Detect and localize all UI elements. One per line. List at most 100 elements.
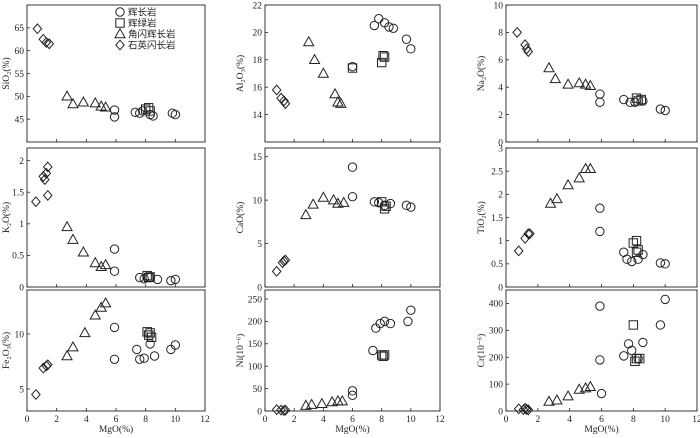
data-point-circle: [347, 191, 358, 202]
data-point-circle: [406, 44, 416, 54]
data-point-triangle: [573, 76, 586, 88]
data-point-circle: [379, 316, 390, 327]
x-tick-label: 6: [350, 415, 355, 425]
x-tick-label: 0: [504, 415, 509, 425]
data-point-circle: [401, 200, 412, 211]
data-point-circle: [401, 34, 412, 44]
y-tick-label: 10: [494, 1, 504, 11]
data-point-circle: [655, 258, 666, 268]
y-tick-label: 22: [253, 1, 263, 11]
x-tick-label: 12: [435, 415, 445, 425]
x-axis-label: MgO(%): [584, 424, 618, 435]
data-point-circle: [347, 162, 358, 172]
data-point-triangle: [334, 97, 347, 108]
y-tick-label: 16: [253, 84, 263, 94]
data-point-triangle: [308, 53, 321, 64]
x-tick-label: 12: [200, 415, 210, 425]
y-tick-label: 0: [498, 138, 503, 148]
data-point-circle: [109, 354, 120, 364]
data-point-triangle: [77, 96, 90, 107]
y-tick-label: 4: [498, 84, 503, 94]
y-tick-label: 0: [257, 407, 262, 417]
data-point-circle: [406, 305, 416, 315]
plot-frame: [505, 4, 698, 143]
data-point-circle: [109, 112, 120, 122]
data-point-circle: [660, 105, 670, 116]
legend-label: 石英闪长岩: [128, 40, 176, 52]
data-point-diamond: [521, 403, 532, 415]
data-point-circle: [660, 259, 670, 269]
data-point-triangle: [336, 394, 349, 406]
data-point-triangle: [584, 79, 597, 91]
data-point-diamond: [42, 189, 53, 201]
data-point-triangle: [317, 67, 330, 78]
data-point-circle: [619, 351, 629, 361]
y-tick-label: 1.5: [12, 189, 24, 199]
data-point-circle: [619, 94, 629, 105]
x-tick-label: 0: [263, 415, 268, 425]
data-point-diamond: [276, 92, 286, 104]
data-point-circle: [170, 340, 181, 350]
data-point-square: [630, 356, 640, 366]
data-point-diamond: [39, 174, 50, 186]
data-point-diamond: [521, 43, 532, 55]
legend-marker-circle: [115, 7, 125, 17]
data-point-circle: [135, 354, 145, 364]
data-point-square: [631, 247, 642, 257]
data-point-triangle: [562, 389, 574, 401]
data-point-square: [146, 332, 157, 343]
data-point-circle: [138, 106, 148, 116]
data-point-triangle: [99, 101, 112, 112]
data-point-diamond: [271, 265, 282, 277]
data-point-circle: [369, 197, 380, 207]
data-point-diamond: [31, 388, 41, 401]
x-axis-label: MgO(%): [335, 424, 369, 435]
y-tick-label: 5: [257, 240, 262, 250]
y-tick-label: 2: [19, 157, 24, 167]
data-point-circle: [595, 226, 605, 237]
x-tick-label: 8: [631, 415, 636, 425]
y-axis-label: Al₂O₃(%): [235, 55, 246, 92]
panel-4: 0 0.5 1 1.5 2 K₂O(%): [1, 147, 206, 293]
data-point-square: [636, 94, 646, 105]
y-tick-label: 1: [19, 220, 24, 230]
x-tick-label: 6: [599, 415, 604, 425]
y-tick-label: 14: [253, 111, 263, 121]
x-tick-label: 8: [143, 415, 148, 425]
data-point-circle: [170, 109, 181, 120]
y-tick-label: 65: [15, 24, 25, 34]
data-point-triangle: [317, 191, 330, 202]
data-point-circle: [170, 274, 181, 285]
panel-2: 14 16 18 20 22 Al₂O₃(%): [235, 1, 441, 143]
data-point-square: [347, 63, 358, 73]
data-point-triangle: [579, 381, 592, 393]
y-tick-label: 10: [15, 330, 25, 340]
data-point-triangle: [302, 35, 315, 47]
y-tick-label: 5: [19, 385, 24, 395]
y-tick-label: 100: [489, 380, 504, 390]
y-tick-label: 8: [498, 29, 503, 39]
data-point-circle: [596, 388, 607, 399]
data-point-square: [628, 320, 639, 330]
data-point-diamond: [44, 38, 55, 50]
data-point-triangle: [61, 90, 73, 101]
x-tick-label: 8: [379, 415, 384, 425]
data-point-triangle: [61, 220, 73, 232]
data-point-diamond: [280, 98, 291, 110]
data-point-diamond: [512, 26, 523, 38]
data-point-diamond: [525, 228, 535, 240]
y-tick-label: 1: [498, 237, 503, 247]
y-tick-label: 50: [253, 385, 263, 395]
data-point-square: [378, 351, 388, 362]
data-point-triangle: [78, 326, 91, 338]
y-tick-label: 200: [489, 354, 504, 364]
data-point-circle: [385, 318, 396, 329]
data-point-circle: [595, 301, 605, 311]
x-tick-label: 10: [406, 415, 416, 425]
data-point-circle: [595, 89, 605, 99]
y-axis-label: SiO₂(%): [1, 57, 12, 89]
data-point-triangle: [329, 87, 341, 99]
x-axis-label: MgO(%): [99, 424, 133, 435]
